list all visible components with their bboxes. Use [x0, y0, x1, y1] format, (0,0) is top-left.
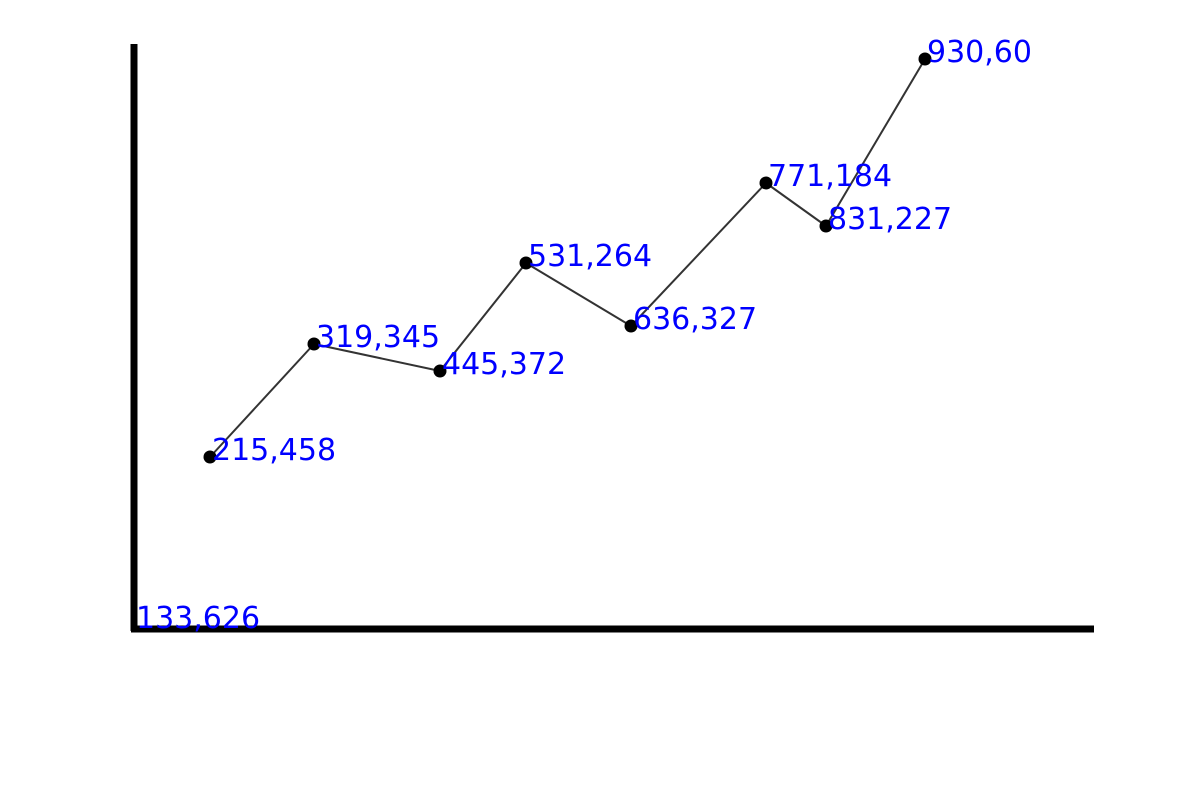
series-segment	[825, 58, 926, 227]
data-label: 215,458	[212, 433, 336, 468]
origin-label: 133,626	[136, 601, 260, 636]
data-point	[759, 176, 773, 190]
series-segment	[209, 343, 315, 458]
series-segment	[525, 262, 632, 327]
series-segment	[439, 262, 527, 372]
data-point	[624, 319, 638, 333]
data-label: 930,60	[927, 35, 1032, 70]
data-label: 531,264	[528, 239, 652, 274]
data-point	[307, 337, 321, 351]
data-point	[203, 450, 217, 464]
series-segment	[765, 182, 827, 227]
data-label: 319,345	[316, 320, 440, 355]
series-segment	[313, 343, 441, 372]
data-label: 636,327	[633, 302, 757, 337]
data-point	[519, 256, 533, 270]
data-point	[433, 364, 447, 378]
data-point	[918, 52, 932, 66]
series-points-group	[203, 52, 932, 464]
data-label: 831,227	[828, 202, 952, 237]
series-line-group	[209, 58, 926, 458]
data-label: 771,184	[768, 159, 892, 194]
data-point	[819, 219, 833, 233]
series-segment	[630, 182, 767, 327]
data-label: 445,372	[442, 347, 566, 382]
